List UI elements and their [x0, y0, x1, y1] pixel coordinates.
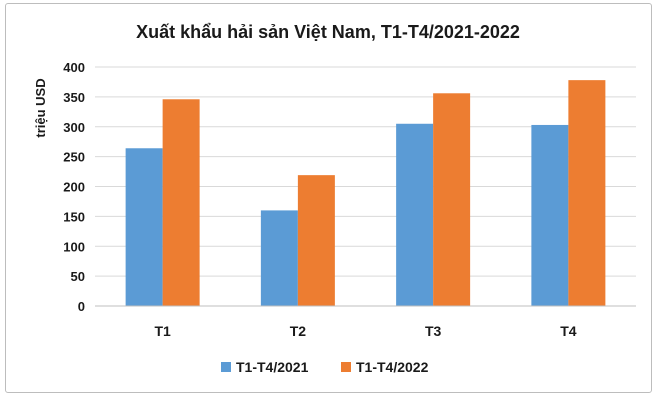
y-tick-label: 150	[63, 209, 85, 224]
y-tick-label: 50	[71, 269, 85, 284]
y-tick-label: 400	[63, 60, 85, 75]
bar-t1-series-1	[125, 148, 163, 306]
y-tick-label: 200	[63, 180, 85, 195]
bar-t3-series-1	[396, 123, 434, 306]
bar-t4-series-2	[568, 80, 606, 307]
legend-swatch	[221, 362, 231, 372]
legend-label: T1-T4/2021	[236, 359, 309, 375]
x-tick-label: T4	[560, 323, 577, 339]
bar-t3-series-2	[433, 93, 471, 306]
x-tick-label: T3	[425, 323, 442, 339]
bar-t1-series-2	[162, 99, 200, 306]
legend-label: T1-T4/2022	[356, 359, 429, 375]
y-axis-label: triệu USD	[33, 78, 48, 137]
y-tick-label: 300	[63, 120, 85, 135]
bar-t2-series-1	[260, 210, 298, 306]
bar-t4-series-1	[531, 124, 569, 307]
legend-swatch	[341, 362, 351, 372]
x-tick-labels: T1 T2 T3 T4	[154, 323, 576, 339]
y-tick-label: 0	[78, 299, 85, 314]
y-tick-label: 100	[63, 239, 85, 254]
bars	[125, 80, 606, 307]
y-tick-labels: 0 50 100 150 200 250 300 350 400	[63, 60, 85, 314]
x-tick-label: T2	[290, 323, 307, 339]
bar-t2-series-2	[297, 175, 335, 306]
x-tick-label: T1	[154, 323, 171, 339]
legend: T1-T4/2021 T1-T4/2022	[221, 359, 429, 375]
y-tick-label: 350	[63, 90, 85, 105]
y-tick-label: 250	[63, 150, 85, 165]
chart-title: Xuất khẩu hải sản Việt Nam, T1-T4/2021-2…	[136, 22, 520, 42]
